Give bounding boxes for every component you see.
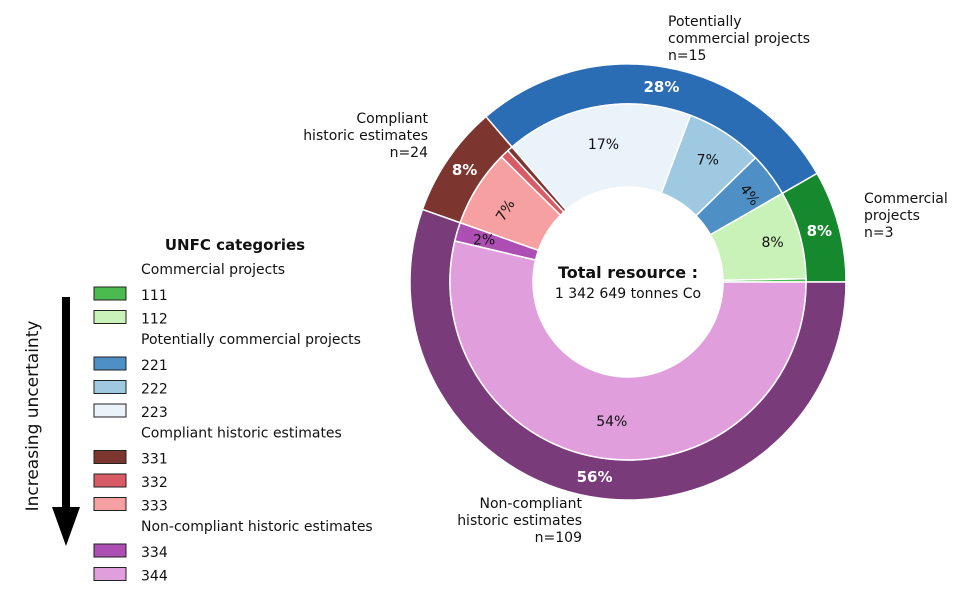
uncertainty-axis-label: Increasing uncertainty xyxy=(23,321,43,512)
annotation-0-line-1: projects xyxy=(864,208,920,224)
center-title: Total resource : xyxy=(558,263,698,282)
uncertainty-arrow-head xyxy=(52,507,80,546)
donut-hole xyxy=(533,187,723,377)
uncertainty-axis: Increasing uncertainty xyxy=(23,297,80,546)
legend-label-344: 344 xyxy=(141,569,168,585)
legend-swatch-331 xyxy=(93,450,127,464)
inner-label-223: 17% xyxy=(588,137,619,153)
legend-group-1: Potentially commercial projects xyxy=(141,332,361,348)
annotation-3-line-2: n=109 xyxy=(535,530,582,546)
legend-swatch-112 xyxy=(93,310,127,324)
inner-label-222: 7% xyxy=(697,153,719,169)
legend-group-0: Commercial projects xyxy=(141,262,285,278)
inner-label-334: 2% xyxy=(473,233,495,249)
legend-label-333: 333 xyxy=(141,499,168,515)
annotation-2-line-0: Compliant xyxy=(356,111,428,127)
legend: UNFC categories Commercial projects 111 11… xyxy=(93,236,373,585)
annotation-1-line-2: n=15 xyxy=(668,48,706,64)
legend-title: UNFC categories xyxy=(165,236,305,254)
inner-ring xyxy=(449,103,807,461)
legend-swatch-344 xyxy=(93,567,127,581)
legend-swatch-333 xyxy=(93,497,127,511)
outer-label-3: 56% xyxy=(577,468,613,486)
annotation-2-line-1: historic estimates xyxy=(303,128,428,144)
inner-label-344: 54% xyxy=(596,414,627,430)
center-subtitle: 1 342 649 tonnes Co xyxy=(555,286,701,302)
outer-label-2: 8% xyxy=(452,161,477,179)
legend-label-112: 112 xyxy=(141,312,168,328)
outer-label-1: 28% xyxy=(643,78,679,96)
annotation-1-line-1: commercial projects xyxy=(668,31,810,47)
outer-label-0: 8% xyxy=(807,222,832,240)
annotation-3-line-1: historic estimates xyxy=(457,513,582,529)
legend-swatch-111 xyxy=(93,286,127,301)
inner-label-112: 8% xyxy=(761,235,783,251)
outer-ring xyxy=(409,63,847,501)
legend-label-222: 222 xyxy=(141,382,168,398)
outer-percent-labels: 8% 28% 8% 56% xyxy=(452,78,832,486)
legend-label-334: 334 xyxy=(141,545,168,561)
legend-group-3: Non-compliant historic estimates xyxy=(141,519,373,535)
legend-swatch-221 xyxy=(93,356,127,371)
legend-group-2: Compliant historic estimates xyxy=(141,426,342,442)
legend-swatch-334 xyxy=(93,543,127,558)
legend-label-331: 331 xyxy=(141,452,168,468)
annotation-0-line-2: n=3 xyxy=(864,225,894,241)
legend-swatch-223 xyxy=(93,403,127,418)
annotation-0-line-0: Commercial xyxy=(864,191,948,207)
annotation-2-line-2: n=24 xyxy=(390,145,429,161)
legend-swatch-332 xyxy=(93,473,127,488)
legend-label-111: 111 xyxy=(141,288,168,304)
legend-label-332: 332 xyxy=(141,475,168,491)
annotation-3-line-0: Non-compliant xyxy=(480,496,583,512)
legend-label-221: 221 xyxy=(141,358,168,374)
annotation-1-line-0: Potentially xyxy=(668,14,742,30)
legend-label-223: 223 xyxy=(141,405,168,421)
legend-swatch-222 xyxy=(93,380,127,394)
